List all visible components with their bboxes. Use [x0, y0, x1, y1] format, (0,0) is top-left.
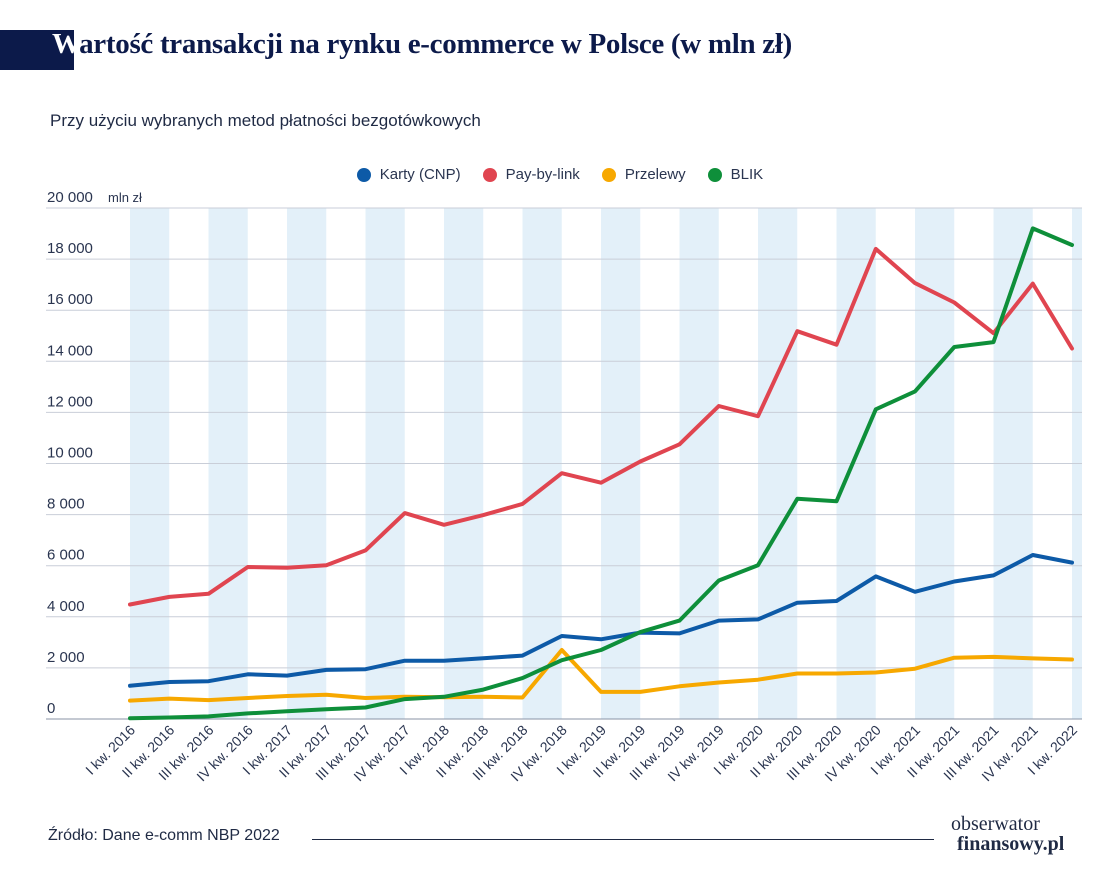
logo-line-1: obserwator: [951, 813, 1040, 835]
title-text: artość transakcji na rynku e-commerce w …: [79, 28, 792, 60]
y-tick-label: 4 000: [47, 598, 85, 615]
legend-item: Pay-by-link: [482, 166, 580, 183]
legend-dot-icon: [601, 167, 616, 182]
legend-label: BLIK: [730, 166, 764, 183]
publisher-logo: obserwator finansowy.pl: [951, 814, 1064, 854]
y-tick-label: 10 000: [47, 445, 93, 462]
y-tick-label: 0: [47, 700, 55, 717]
legend-label: Pay-by-link: [505, 166, 580, 183]
series-line-karty-cnp: [128, 553, 1074, 688]
title-initial: W: [52, 28, 80, 60]
y-tick-label: 2 000: [47, 649, 85, 666]
y-axis-unit: mln zł: [108, 190, 142, 205]
logo-line-2: finansowy.pl: [957, 833, 1065, 855]
y-tick-label: 20 000: [47, 189, 93, 206]
legend-label: Karty (CNP): [379, 166, 461, 183]
legend-dot-icon: [482, 167, 497, 182]
legend-item: BLIK: [707, 166, 764, 183]
chart-subtitle: Przy użyciu wybranych metod płatności be…: [50, 111, 481, 130]
legend-label: Przelewy: [624, 166, 686, 183]
legend-dot-icon: [707, 167, 722, 182]
y-tick-label: 6 000: [47, 547, 85, 564]
legend-item: Karty (CNP): [356, 166, 461, 183]
series-line-przelewy: [128, 648, 1074, 703]
y-tick-label: 18 000: [47, 240, 93, 257]
page-title: Wartość transakcji na rynku e-commerce w…: [52, 28, 792, 61]
y-tick-label: 14 000: [47, 342, 93, 359]
source-note: Źródło: Dane e-comm NBP 2022: [48, 827, 280, 844]
series-line-blik: [128, 226, 1074, 721]
legend-dot-icon: [356, 167, 371, 182]
y-tick-label: 8 000: [47, 496, 85, 513]
y-tick-label: 12 000: [47, 393, 93, 410]
series-line-pay-by-link: [128, 246, 1074, 607]
footer-divider: [312, 839, 934, 840]
chart-legend: Karty (CNP) Pay-by-link Przelewy BLIK: [0, 166, 1120, 183]
legend-item: Przelewy: [601, 166, 686, 183]
y-tick-label: 16 000: [47, 291, 93, 308]
title-accent-bar: [0, 30, 74, 70]
